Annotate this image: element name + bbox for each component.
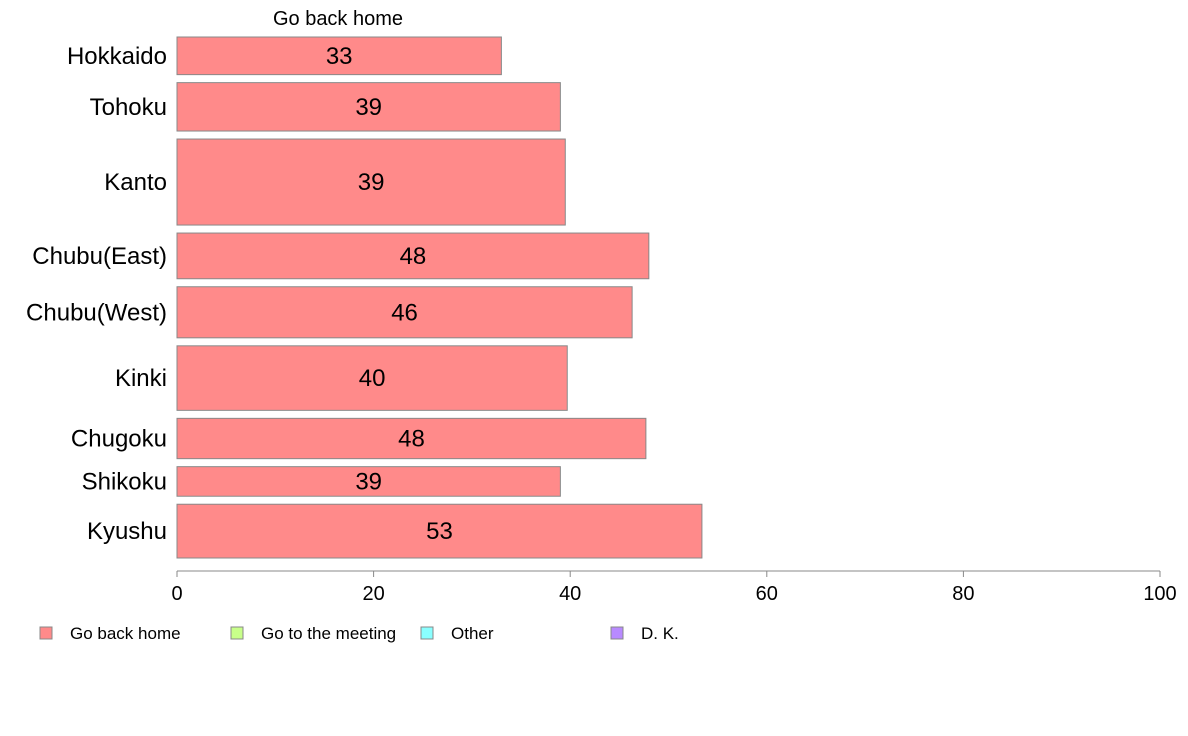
- region-label: Kyushu: [87, 518, 167, 545]
- bar-value-label: 39: [355, 468, 382, 495]
- legend-label: Other: [451, 624, 494, 643]
- legend-label: Go back home: [70, 624, 181, 643]
- region-label: Chubu(West): [26, 299, 167, 326]
- x-axis: 0 20 40 60 80 100: [171, 570, 1177, 605]
- x-tick-label: 60: [756, 583, 778, 605]
- legend-swatch: [230, 626, 244, 640]
- bar-segment: [176, 36, 502, 76]
- region-labels-group: Hokkaido Tohoku Kanto Chubu(East) Chubu(West…: [26, 43, 167, 545]
- bar-segment: [176, 466, 561, 497]
- legend-swatch: [610, 626, 624, 640]
- region-label: Tohoku: [90, 94, 167, 121]
- bar-value-label: 39: [355, 94, 382, 121]
- region-label: Chubu(East): [32, 243, 167, 270]
- legend-label: D. K.: [641, 624, 679, 643]
- bar-segment: [176, 82, 561, 132]
- region-label: Kanto: [104, 169, 167, 196]
- legend-swatch: [420, 626, 434, 640]
- bar-value-label: 46: [391, 299, 418, 326]
- x-tick-label: 100: [1143, 583, 1176, 605]
- legend-swatch: [39, 626, 53, 640]
- bar-value-label: 53: [426, 518, 453, 545]
- bar-segment: [176, 232, 650, 280]
- legend-label: Go to the meeting: [261, 624, 396, 643]
- bar-segment: [176, 345, 568, 411]
- bar-segment: [176, 503, 703, 559]
- region-label: Kinki: [115, 365, 167, 392]
- bar-value-label: 33: [326, 43, 353, 70]
- region-label: Chugoku: [71, 426, 167, 453]
- bar-segment: [176, 417, 647, 460]
- region-label: Hokkaido: [67, 43, 167, 70]
- x-tick-label: 40: [559, 583, 581, 605]
- region-label: Shikoku: [82, 468, 167, 495]
- bar-value-label: 40: [359, 365, 386, 392]
- bar-value-label: 39: [358, 169, 385, 196]
- bar-value-label: 48: [398, 426, 425, 453]
- x-tick-label: 0: [171, 583, 182, 605]
- bar-segment: [176, 286, 633, 339]
- series-title: Go back home: [273, 8, 403, 30]
- bar-value-label: 48: [400, 243, 427, 270]
- bar-segment: [176, 138, 566, 226]
- x-tick-label: 20: [362, 583, 384, 605]
- legend: Go back home Go to the meeting Other D. K.: [39, 624, 679, 643]
- x-tick-label: 80: [952, 583, 974, 605]
